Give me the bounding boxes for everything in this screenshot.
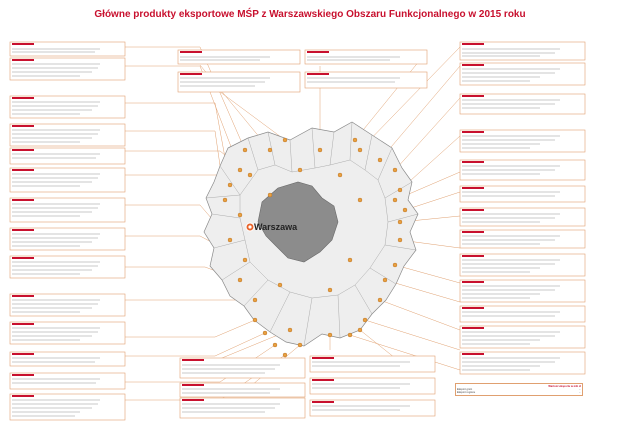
municipality-markers bbox=[222, 137, 408, 358]
capital-label: Warszawa bbox=[254, 222, 298, 232]
legend-header: Wartość eksportu w mln zł bbox=[548, 385, 581, 388]
warsaw-area bbox=[257, 181, 339, 263]
legend-row: Eksport regionu ... bbox=[457, 391, 581, 394]
legend-row-value: ... bbox=[578, 391, 581, 394]
municipality-boundaries bbox=[205, 121, 419, 347]
map-title: Główne produkty eksportowe MŚP z Warszaw… bbox=[94, 9, 526, 20]
legend: Wartość eksportu w mln zł Eksport gmin .… bbox=[455, 383, 583, 396]
info-boxes bbox=[9, 41, 586, 421]
legend-row-value: ... bbox=[578, 388, 581, 391]
legend-row-label: Eksport regionu bbox=[457, 391, 476, 394]
box-headers bbox=[12, 43, 484, 403]
box-text-lines bbox=[12, 48, 560, 417]
legend-row: Eksport gmin ... bbox=[457, 388, 581, 391]
legend-row-label: Eksport gmin bbox=[457, 388, 473, 391]
